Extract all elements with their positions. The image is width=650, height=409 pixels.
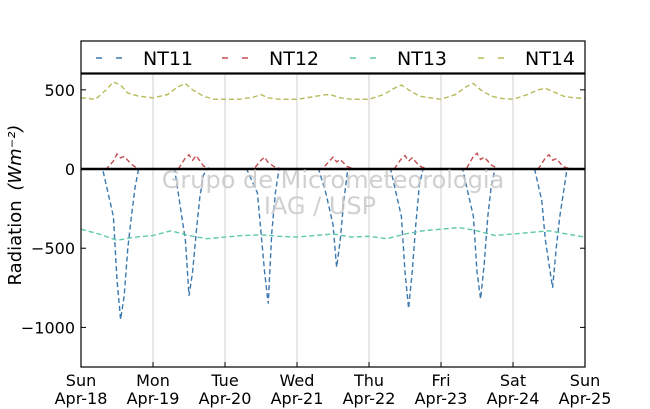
series-line-nt12 <box>81 152 585 170</box>
plot-frame <box>80 73 586 368</box>
x-tick-day-label: Tue <box>210 371 238 390</box>
y-axis-unit: (Wm⁻²) <box>5 125 26 191</box>
x-tick-day-label: Mon <box>136 371 170 390</box>
x-tick-date-label: Apr-23 <box>415 389 468 408</box>
legend-label-nt12: NT12 <box>269 48 319 70</box>
legend: NT11 NT12 NT13 NT14 <box>80 40 586 74</box>
x-tick-date-label: Apr-24 <box>487 389 540 408</box>
x-tick-date-label: Apr-22 <box>343 389 396 408</box>
x-tick-day-label: Fri <box>431 371 450 390</box>
x-tick-date-label: Apr-25 <box>559 389 612 408</box>
legend-label-nt11: NT11 <box>143 48 193 70</box>
x-tick-date-label: Apr-19 <box>127 389 180 408</box>
watermark-line-2: IAG / USP <box>264 192 376 220</box>
legend-label-nt14: NT14 <box>525 48 575 70</box>
y-axis-label: Radiation <box>5 200 26 285</box>
x-tick-date-label: Apr-21 <box>271 389 324 408</box>
x-tick-day-label: Thu <box>353 371 384 390</box>
y-axis-title: Radiation (Wm⁻²) <box>5 125 26 286</box>
x-tick-day-label: Sun <box>570 371 600 390</box>
x-tick-day-label: Sat <box>500 371 526 390</box>
series-line-nt13 <box>80 226 586 242</box>
watermark: Grupo de Micrometeorologia IAG / USP <box>162 166 504 220</box>
y-tick-label: 0 <box>65 160 75 179</box>
x-tick-date-label: Apr-20 <box>199 389 252 408</box>
legend-box <box>80 40 586 74</box>
axes: 5000−500−1000SunApr-18MonApr-19TueApr-20… <box>21 81 612 408</box>
watermark-line-1: Grupo de Micrometeorologia <box>162 166 504 194</box>
y-tick-label: −500 <box>31 239 75 258</box>
x-tick-day-label: Sun <box>66 371 96 390</box>
y-tick-label: −1000 <box>21 318 75 337</box>
legend-label-nt13: NT13 <box>397 48 447 70</box>
x-tick-date-label: Apr-18 <box>55 389 108 408</box>
vertical-grid <box>152 74 514 367</box>
series-line-nt14 <box>80 81 586 101</box>
y-tick-label: 500 <box>44 81 75 100</box>
x-tick-day-label: Wed <box>280 371 315 390</box>
